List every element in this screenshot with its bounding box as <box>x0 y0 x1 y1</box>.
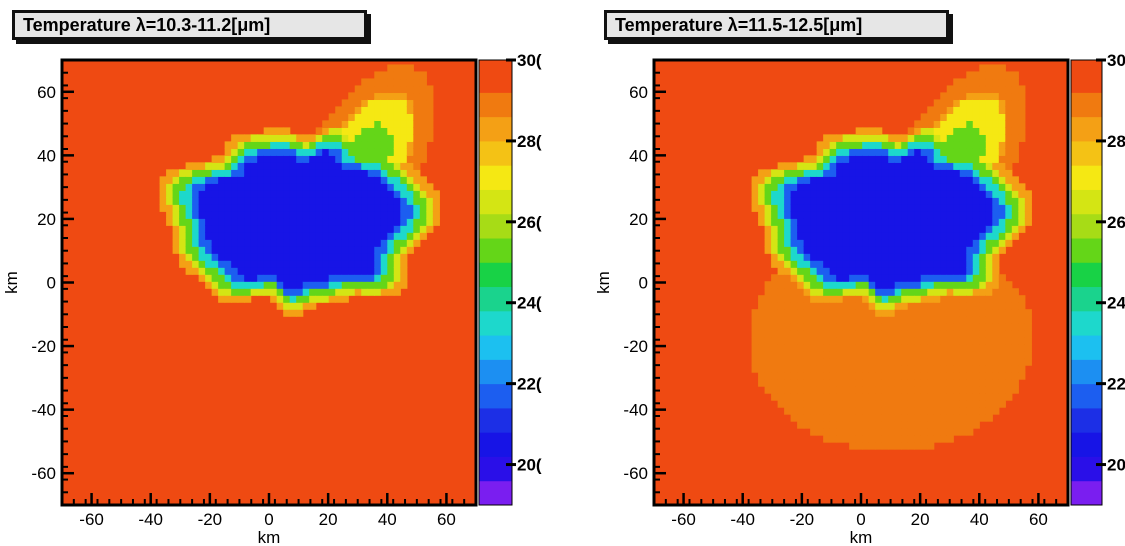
colorbar-segment <box>479 238 512 263</box>
x-tick-label: 40 <box>378 510 397 529</box>
heatmap-chart-left: -60 -40 -20 0 20 40 60-60-40-200204060kmkm20(2… <box>2 51 542 546</box>
colorbar-segment <box>1071 116 1102 142</box>
colorbar-segment <box>479 262 512 288</box>
colorbar: 20( 22( 24( 26( 28( 30( <box>1070 51 1125 506</box>
x-tick-label: 60 <box>1029 510 1048 529</box>
y-tick-label: 0 <box>639 274 648 293</box>
y-tick-label: 40 <box>37 146 56 165</box>
x-tick-label: 60 <box>437 510 456 529</box>
x-tick-label: 20 <box>911 510 930 529</box>
colorbar-segment <box>1071 432 1102 457</box>
y-tick-label: 20 <box>629 210 648 229</box>
x-tick-label: -40 <box>730 510 755 529</box>
x-tick-label: 0 <box>264 510 273 529</box>
colorbar-tick-label: 22( <box>517 375 542 394</box>
x-axis-label: km <box>258 528 281 546</box>
colorbar-segment <box>479 335 512 360</box>
colorbar-segment <box>479 189 512 215</box>
colorbar-tick-label: 22( <box>1107 375 1125 394</box>
colorbar-tick-label: 30( <box>517 51 542 70</box>
y-tick-label: -20 <box>31 337 56 356</box>
x-tick-label: -40 <box>138 510 163 529</box>
x-tick-label: -20 <box>790 510 815 529</box>
colorbar: 20( 22( 24( 26( 28( 30( <box>478 51 542 506</box>
x-tick-label: 40 <box>970 510 989 529</box>
y-tick-label: 40 <box>629 146 648 165</box>
colorbar-segment <box>479 68 512 93</box>
panel-right: Temperature λ=11.5-12.5[μm] -60 -40 -20 0 20… <box>592 0 1125 546</box>
heatmap-chart-right: -60-40-200204060-60-40-200204060kmkm20(2… <box>594 51 1125 546</box>
colorbar-segment <box>479 286 512 312</box>
colorbar-tick-label: 30( <box>1107 51 1125 70</box>
colorbar-segment <box>479 310 512 336</box>
colorbar-segment <box>479 456 512 482</box>
colorbar-segment <box>1071 165 1102 190</box>
colorbar-segment <box>479 92 512 118</box>
colorbar-tick-label: 28( <box>517 132 542 151</box>
colorbar-segment <box>1071 359 1102 385</box>
colorbar-segment <box>1071 383 1102 409</box>
y-tick-label: 60 <box>37 83 56 102</box>
colorbar-tick-label: 26( <box>517 213 542 232</box>
colorbar-tick-label: 20( <box>517 456 542 475</box>
x-tick-label: 0 <box>856 510 865 529</box>
colorbar-segment <box>1071 68 1102 93</box>
colorbar-segment <box>1071 480 1102 506</box>
heatmap-field <box>654 60 1068 505</box>
chart-title: Temperature λ=10.3-11.2[μm] <box>12 10 367 40</box>
colorbar-segment <box>1071 140 1102 166</box>
colorbar-tick-label: 20( <box>1107 456 1125 475</box>
colorbar-segment <box>479 359 512 385</box>
x-tick-label: -60 <box>79 510 104 529</box>
colorbar-tick-label: 24( <box>517 294 542 313</box>
colorbar-tick-label: 26( <box>1107 213 1125 232</box>
colorbar-frame <box>478 59 513 506</box>
y-tick-label: -40 <box>623 401 648 420</box>
y-tick-label: 20 <box>37 210 56 229</box>
colorbar-segment <box>1071 407 1102 433</box>
colorbar-segment <box>1071 262 1102 288</box>
colorbar-frame <box>1070 59 1103 506</box>
colorbar-segment <box>479 432 512 457</box>
x-tick-label: 20 <box>319 510 338 529</box>
y-axis-label: km <box>594 271 613 294</box>
y-tick-label: 60 <box>629 83 648 102</box>
chart-title: Temperature λ=11.5-12.5[μm] <box>604 10 949 40</box>
colorbar-segment <box>1071 238 1102 263</box>
colorbar-segment <box>1071 60 1102 69</box>
y-axis-label: km <box>2 271 21 294</box>
colorbar-segment <box>1071 310 1102 336</box>
y-tick-label: -20 <box>623 337 648 356</box>
colorbar-segment <box>479 213 512 239</box>
colorbar-segment <box>479 480 512 506</box>
colorbar-segment <box>1071 456 1102 482</box>
panel-left: Temperature λ=10.3-11.2[μm] -60 -40 -20 0 20… <box>0 0 562 546</box>
y-tick-label: -60 <box>31 464 56 483</box>
colorbar-segment <box>479 140 512 166</box>
colorbar-segment <box>479 116 512 142</box>
colorbar-segment <box>1071 213 1102 239</box>
colorbar-segment <box>1071 286 1102 312</box>
colorbar-tick-label: 24( <box>1107 294 1125 313</box>
x-tick-label: -20 <box>198 510 223 529</box>
colorbar-segment <box>479 165 512 190</box>
y-tick-label: -60 <box>623 464 648 483</box>
y-tick-label: -40 <box>31 401 56 420</box>
colorbar-segment <box>479 60 512 69</box>
colorbar-segment <box>1071 335 1102 360</box>
colorbar-segment <box>479 407 512 433</box>
colorbar-segment <box>1071 189 1102 215</box>
colorbar-segment <box>1071 92 1102 118</box>
colorbar-segment <box>479 383 512 409</box>
colorbar-tick-label: 28( <box>1107 132 1125 151</box>
x-tick-label: -60 <box>671 510 696 529</box>
x-axis-label: km <box>850 528 873 546</box>
heatmap-field <box>62 60 476 505</box>
y-tick-label: 0 <box>47 274 56 293</box>
